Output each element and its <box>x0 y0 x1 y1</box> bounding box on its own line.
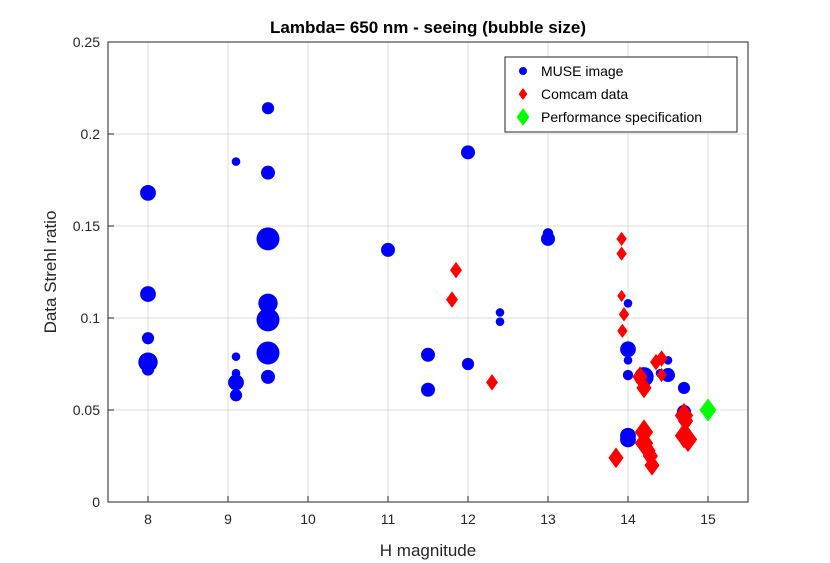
x-tick-label: 12 <box>460 511 476 527</box>
legend-marker <box>518 87 528 101</box>
data-point-diamond <box>699 398 717 422</box>
plot-frame <box>107 41 749 503</box>
data-point-circle <box>258 293 278 313</box>
data-point-diamond <box>655 350 668 367</box>
data-point-circle <box>261 165 275 180</box>
data-point-circle <box>623 298 633 308</box>
legend: MUSE image Comcam data Performance specifi… <box>504 56 738 133</box>
y-tick-label: 0.2 <box>81 126 101 142</box>
axis-ticks: 8 9 10 11 12 13 14 15 0 0.05 0.1 0.15 0.2 0.25 <box>73 34 716 527</box>
data-point-circle <box>677 381 691 395</box>
data-point-circle <box>495 317 505 326</box>
y-tick-label: 0.05 <box>73 402 100 418</box>
data-point-diamond <box>450 261 462 279</box>
data-point-circle <box>140 184 156 201</box>
data-point-circle <box>261 102 275 115</box>
data-point-diamond <box>608 447 624 469</box>
data-point-diamond <box>486 374 498 391</box>
x-tick-label: 8 <box>144 511 152 527</box>
data-point-diamond <box>636 377 652 399</box>
data-point-circle <box>141 332 155 345</box>
data-point-circle <box>381 242 395 257</box>
legend-label: Comcam data <box>541 86 628 102</box>
data-point-diamond <box>617 289 626 302</box>
x-tick-label: 10 <box>300 511 316 527</box>
chart-title: Lambda= 650 nm - seeing (bubble size) <box>270 18 586 37</box>
data-point-diamond <box>656 367 667 383</box>
data-point-circle <box>256 308 280 332</box>
data-point-circle <box>495 308 505 317</box>
data-point-circle <box>622 369 634 381</box>
data-point-circle <box>228 374 244 391</box>
series-performance-specification <box>699 398 717 422</box>
legend-marker <box>519 67 527 75</box>
y-tick-label: 0.1 <box>81 310 101 326</box>
data-point-circle <box>231 352 241 361</box>
legend-marker <box>516 108 530 126</box>
legend-label: Performance specification <box>541 109 702 125</box>
data-point-circle <box>141 363 155 376</box>
data-point-circle <box>461 357 475 371</box>
data-point-diamond <box>616 231 627 247</box>
data-point-circle <box>140 286 156 302</box>
series-comcam-data <box>446 231 698 476</box>
data-point-circle <box>620 431 636 448</box>
y-tick-label: 0.15 <box>73 218 100 234</box>
data-point-diamond <box>446 291 458 308</box>
data-point-diamond <box>644 454 660 476</box>
x-tick-label: 9 <box>224 511 232 527</box>
data-point-circle <box>461 145 475 160</box>
y-axis-label: Data Strehl ratio <box>41 211 60 334</box>
x-tick-label: 14 <box>620 511 636 527</box>
data-point-circle <box>620 341 636 358</box>
data-marks <box>138 102 717 476</box>
data-point-circle <box>261 369 275 384</box>
data-point-circle <box>231 157 241 166</box>
x-tick-label: 13 <box>540 511 556 527</box>
data-point-circle <box>229 389 243 402</box>
x-tick-label: 11 <box>381 511 396 527</box>
data-point-circle <box>421 347 435 362</box>
data-point-diamond <box>617 323 628 339</box>
x-tick-label: 15 <box>700 511 716 527</box>
data-point-circle <box>661 368 675 383</box>
legend-label: MUSE image <box>541 63 624 79</box>
data-point-diamond <box>616 246 627 261</box>
data-point-diamond <box>678 426 698 453</box>
data-point-circle <box>541 231 555 246</box>
data-point-circle <box>256 227 280 251</box>
data-point-circle <box>256 341 280 365</box>
x-axis-label: H magnitude <box>380 541 476 560</box>
data-point-circle <box>623 356 633 365</box>
y-tick-label: 0 <box>92 494 100 510</box>
data-point-circle <box>421 382 435 397</box>
data-point-diamond <box>618 307 630 322</box>
legend-box <box>504 56 738 133</box>
y-tick-label: 0.25 <box>73 34 100 50</box>
